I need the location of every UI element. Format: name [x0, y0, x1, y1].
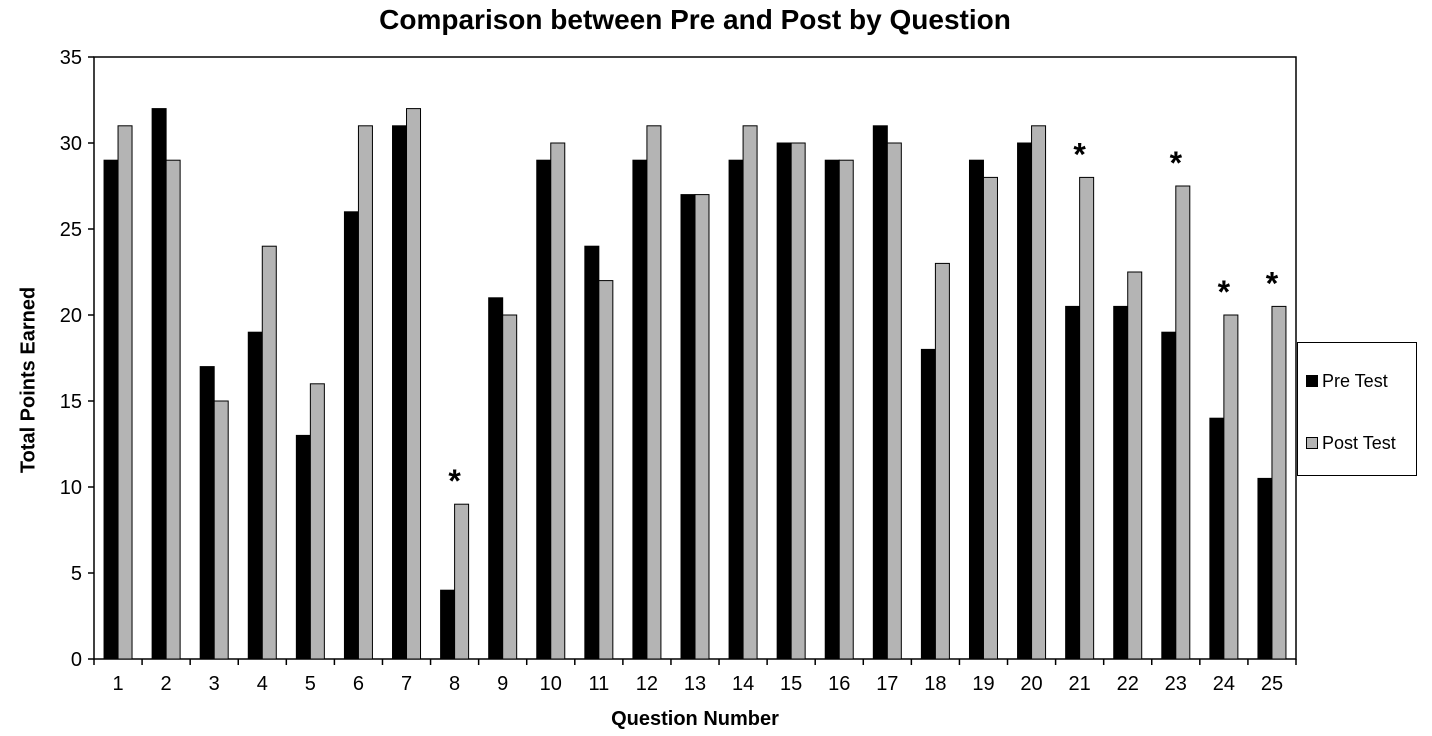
y-tick-label: 10 — [60, 477, 82, 499]
bar-pre-q25 — [1257, 477, 1273, 660]
y-tick-label: 15 — [60, 391, 82, 413]
y-tick-label: 30 — [60, 133, 82, 155]
bar-post-q8 — [454, 503, 470, 660]
bar-post-q7 — [406, 108, 422, 660]
bar-pre-q14 — [728, 159, 744, 660]
bar-post-q15 — [790, 142, 806, 660]
bar-pre-q15 — [776, 142, 792, 660]
bar-pre-q6 — [343, 211, 359, 660]
bar-post-q14 — [742, 125, 758, 660]
bar-pre-q1 — [103, 159, 119, 660]
bar-post-q25 — [1271, 305, 1287, 660]
x-tick-label: 24 — [1213, 673, 1235, 695]
x-tick-label: 17 — [876, 673, 898, 695]
x-tick-label: 16 — [828, 673, 850, 695]
bar-pre-q22 — [1113, 305, 1129, 660]
bar-pre-q7 — [392, 125, 408, 660]
x-tick-label: 6 — [353, 673, 364, 695]
bar-post-q12 — [646, 125, 662, 660]
x-tick-label: 12 — [636, 673, 658, 695]
x-tick-label: 5 — [305, 673, 316, 695]
bar-post-q18 — [934, 262, 950, 660]
bar-post-q1 — [117, 125, 133, 660]
bar-post-q2 — [165, 159, 181, 660]
y-tick-label: 0 — [71, 649, 82, 671]
x-tick-label: 11 — [588, 673, 609, 695]
bar-pre-q24 — [1209, 417, 1225, 660]
bar-post-q23 — [1175, 185, 1191, 660]
legend-item-post: Post Test — [1306, 431, 1396, 455]
x-tick-label: 13 — [684, 673, 706, 695]
bar-post-q6 — [357, 125, 373, 660]
bar-pre-q10 — [536, 159, 552, 660]
bar-pre-q17 — [872, 125, 888, 660]
bar-post-q10 — [550, 142, 566, 660]
bar-post-q20 — [1031, 125, 1047, 660]
bar-pre-q12 — [632, 159, 648, 660]
y-tick-label: 25 — [60, 219, 82, 241]
bar-pre-q19 — [968, 159, 984, 660]
bar-pre-q16 — [824, 159, 840, 660]
bar-pre-q3 — [199, 366, 215, 660]
x-tick-label: 4 — [257, 673, 268, 695]
x-tick-label: 10 — [540, 673, 562, 695]
x-tick-label: 18 — [924, 673, 946, 695]
x-tick-label: 14 — [732, 673, 754, 695]
bar-post-q13 — [694, 194, 710, 660]
x-tick-label: 19 — [972, 673, 994, 695]
bar-post-q16 — [838, 159, 854, 660]
bar-post-q9 — [502, 314, 518, 660]
x-tick-label: 22 — [1117, 673, 1139, 695]
x-tick-label: 9 — [497, 673, 508, 695]
bar-pre-q21 — [1065, 305, 1081, 660]
legend: Pre Test Post Test — [1297, 342, 1417, 476]
bar-pre-q8 — [440, 589, 456, 660]
bar-post-q4 — [261, 245, 277, 660]
bar-pre-q20 — [1017, 142, 1033, 660]
bar-post-q22 — [1127, 271, 1143, 660]
significance-asterisk: * — [1266, 265, 1279, 301]
bar-pre-q4 — [247, 331, 263, 660]
bar-post-q21 — [1079, 176, 1095, 660]
bar-post-q11 — [598, 280, 614, 660]
bar-pre-q9 — [488, 297, 504, 660]
bar-pre-q18 — [920, 348, 936, 660]
y-tick-label: 35 — [60, 47, 82, 69]
significance-asterisk: * — [1218, 274, 1231, 310]
x-tick-label: 3 — [209, 673, 220, 695]
x-axis-label: Question Number — [611, 708, 779, 730]
bar-pre-q13 — [680, 194, 696, 660]
bar-post-q3 — [213, 400, 229, 660]
y-tick-label: 20 — [60, 305, 82, 327]
x-tick-label: 2 — [161, 673, 172, 695]
significance-asterisk: * — [1073, 136, 1086, 172]
legend-swatch-post — [1306, 437, 1318, 449]
x-tick-label: 20 — [1020, 673, 1042, 695]
bar-pre-q11 — [584, 245, 600, 660]
bar-post-q5 — [309, 383, 325, 660]
bar-post-q19 — [982, 176, 998, 660]
bar-pre-q2 — [151, 108, 167, 660]
x-tick-label: 1 — [112, 673, 123, 695]
x-tick-label: 7 — [401, 673, 412, 695]
legend-label-pre: Pre Test — [1322, 370, 1388, 391]
x-tick-label: 25 — [1261, 673, 1283, 695]
bar-pre-q5 — [295, 434, 311, 660]
y-tick-label: 5 — [71, 563, 82, 585]
x-tick-label: 23 — [1165, 673, 1187, 695]
legend-swatch-pre — [1306, 375, 1318, 387]
legend-item-pre: Pre Test — [1306, 369, 1388, 393]
significance-asterisk: * — [448, 463, 461, 499]
significance-asterisk: * — [1170, 145, 1183, 181]
legend-label-post: Post Test — [1322, 432, 1396, 453]
x-tick-label: 15 — [780, 673, 802, 695]
bar-pre-q23 — [1161, 331, 1177, 660]
chart-title: Comparison between Pre and Post by Quest… — [379, 4, 1011, 35]
bar-post-q24 — [1223, 314, 1239, 660]
x-tick-label: 21 — [1069, 673, 1091, 695]
bar-post-q17 — [886, 142, 902, 660]
x-tick-label: 8 — [449, 673, 460, 695]
